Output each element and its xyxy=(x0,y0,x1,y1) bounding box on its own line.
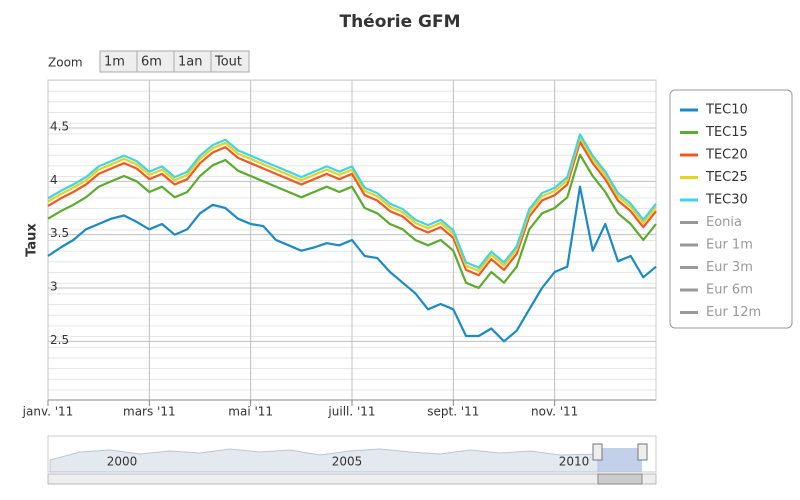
legend-label[interactable]: Eur 1m xyxy=(706,238,753,253)
legend-box xyxy=(669,89,793,329)
x-tick-label: janv. '11 xyxy=(22,405,74,419)
legend-label[interactable]: Eur 3m xyxy=(706,260,753,275)
zoom-label: Zoom xyxy=(48,56,83,70)
y-tick-label: 4 xyxy=(50,173,58,187)
navigator-label: 2005 xyxy=(332,455,363,469)
legend-label[interactable]: Eur 6m xyxy=(706,283,753,298)
legend-label[interactable]: Eur 12m xyxy=(706,305,761,320)
y-tick-label: 3 xyxy=(50,280,58,294)
navigator-selection xyxy=(598,448,642,472)
navigator-label: 2010 xyxy=(559,455,590,469)
navigator-series xyxy=(49,448,599,473)
series-line xyxy=(47,133,657,269)
scrollbar[interactable] xyxy=(47,473,657,485)
zoom-button[interactable] xyxy=(210,50,250,73)
x-tick-label: mai '11 xyxy=(228,405,273,419)
chart-title: Théorie GFM xyxy=(339,12,460,32)
y-tick-label: 4.5 xyxy=(50,120,69,134)
legend-label[interactable]: TEC30 xyxy=(705,193,748,208)
y-tick-label: 3.5 xyxy=(50,226,69,240)
scrollbar-thumb[interactable] xyxy=(597,473,643,485)
zoom-button-label[interactable]: 1m xyxy=(104,55,125,70)
y-axis-label: Taux xyxy=(25,223,40,257)
x-tick-label: sept. '11 xyxy=(427,405,479,419)
series-line xyxy=(47,185,657,343)
y-tick-label: 2.5 xyxy=(50,333,69,347)
x-tick-label: mars '11 xyxy=(123,405,176,419)
zoom-button-label[interactable]: 6m xyxy=(141,55,162,70)
legend-label[interactable]: TEC25 xyxy=(705,170,748,185)
legend-label[interactable]: TEC20 xyxy=(705,148,748,163)
series-line xyxy=(47,140,657,277)
navigator-label: 2000 xyxy=(107,455,138,469)
zoom-button-label[interactable]: Tout xyxy=(214,55,242,70)
navigator-handle[interactable] xyxy=(637,443,648,461)
x-tick-label: nov. '11 xyxy=(531,405,578,419)
series-line xyxy=(47,136,657,272)
zoom-button-label[interactable]: 1an xyxy=(178,55,202,70)
series-line xyxy=(47,153,657,290)
legend-label[interactable]: Eonia xyxy=(706,215,742,230)
legend-label[interactable]: TEC10 xyxy=(705,103,748,118)
navigator-handle[interactable] xyxy=(592,443,603,461)
legend-label[interactable]: TEC15 xyxy=(705,125,748,140)
x-tick-label: juill. '11 xyxy=(327,405,375,419)
